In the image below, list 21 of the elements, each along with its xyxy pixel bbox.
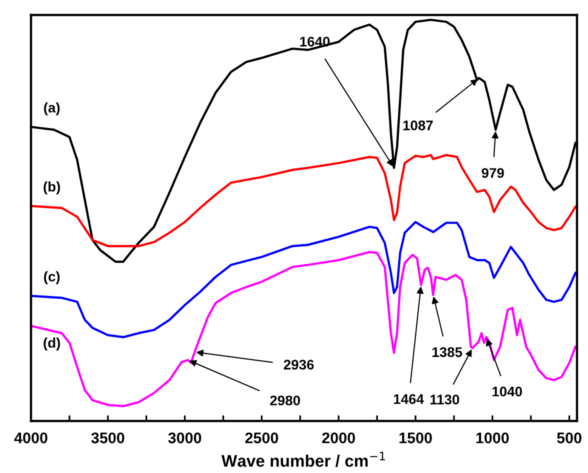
annotation: 979 (482, 168, 504, 178)
series-label: (b) (44, 181, 60, 194)
annotation: 2980 (270, 396, 300, 406)
x-tick-label: 500 (557, 432, 582, 444)
x-tick-label: 1000 (476, 432, 509, 444)
annotation: 1040 (492, 386, 522, 396)
series-label: (d) (44, 338, 60, 350)
annotation: 1464 (394, 394, 424, 404)
x-tick-label: 2000 (322, 432, 355, 444)
annotation: 2936 (284, 360, 314, 370)
x-tick-label: 1500 (399, 432, 432, 444)
x-tick-label: 4000 (14, 432, 48, 444)
x-axis-title: Wave number / cm$^{−1}$ (221, 452, 385, 467)
series-label: (a) (44, 102, 60, 116)
series-label: (c) (44, 271, 60, 284)
annotation: 1385 (432, 347, 462, 358)
x-tick-label: 3000 (168, 432, 202, 444)
x-tick-label: 3500 (91, 432, 124, 444)
x-tick-label: 2500 (245, 432, 278, 444)
annotation: 1087 (403, 120, 433, 130)
annotation: 1130 (430, 394, 460, 405)
